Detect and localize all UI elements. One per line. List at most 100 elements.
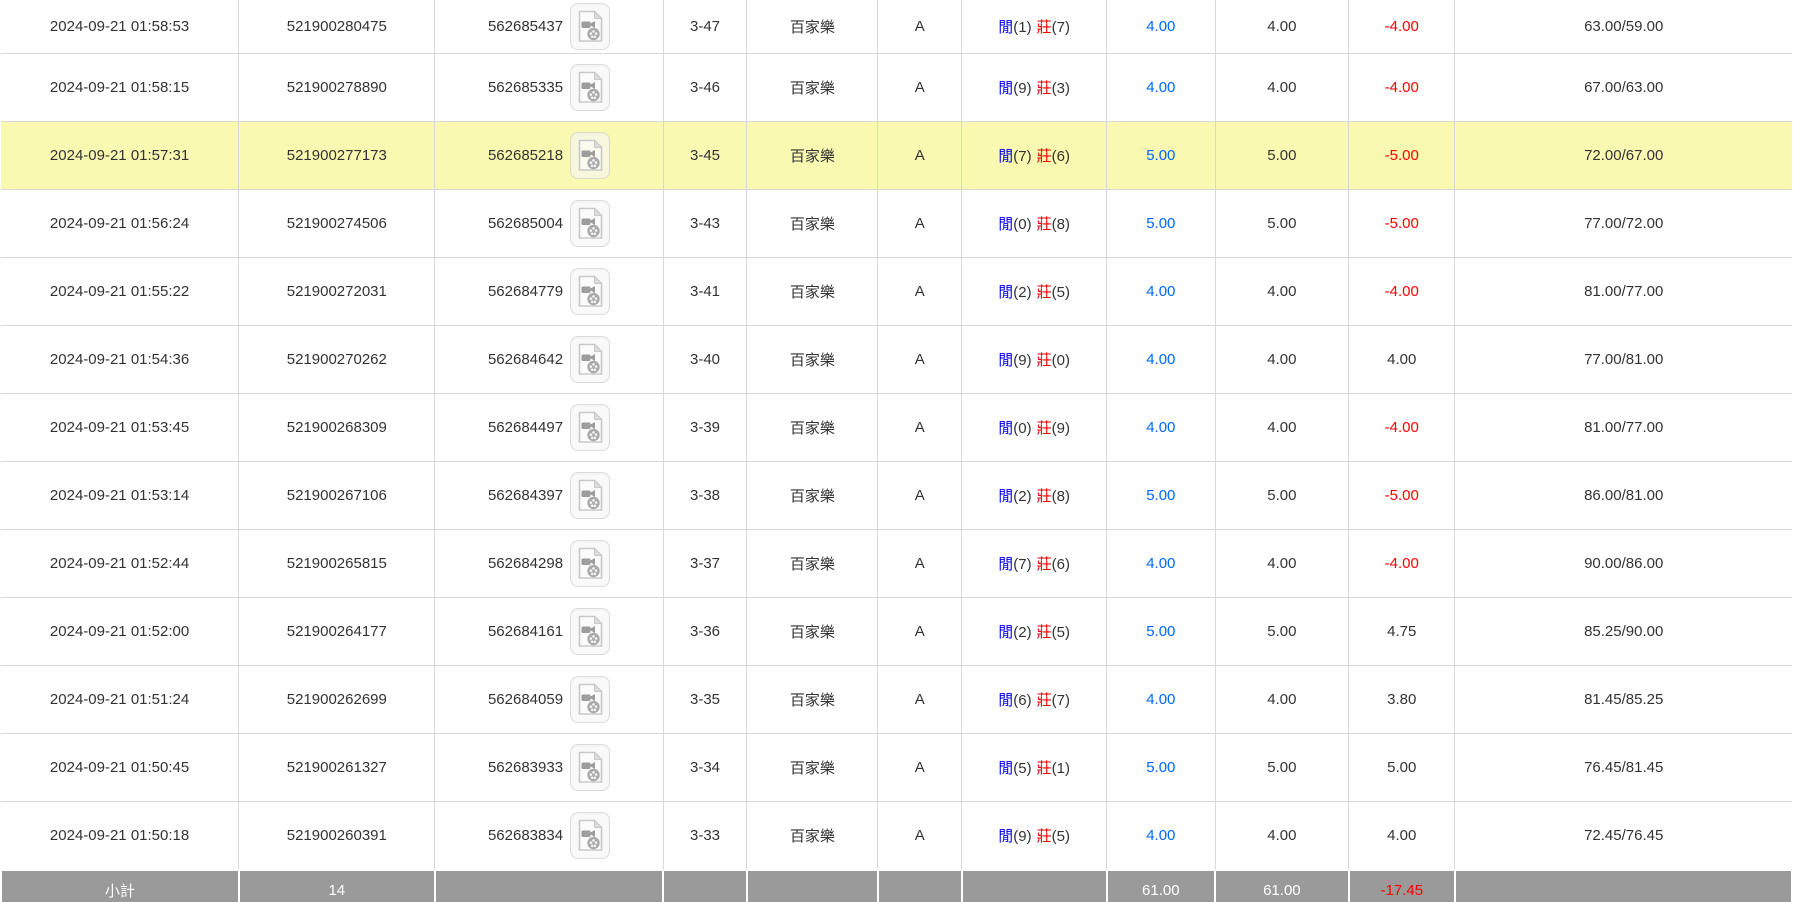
cell-bet-time: 2024-09-21 01:53:14 <box>1 461 240 530</box>
cell-game-result: 閒(0) 莊(9) <box>961 393 1108 462</box>
cell-round-no: 3-34 <box>662 733 748 802</box>
video-replay-button[interactable] <box>570 812 611 859</box>
video-replay-button[interactable] <box>570 200 611 247</box>
video-replay-button[interactable] <box>570 3 611 50</box>
cell-round-no: 3-40 <box>662 325 748 394</box>
video-replay-button[interactable] <box>570 608 611 655</box>
cell-bet-time: 2024-09-21 01:50:45 <box>1 733 240 802</box>
banker-label: 莊 <box>1036 488 1052 505</box>
cell-win-loss: 4.75 <box>1348 597 1456 666</box>
cell-valid-bet: 4.00 <box>1214 665 1350 734</box>
video-file-icon <box>578 819 603 851</box>
cell-order-id: 521900264177 <box>238 597 436 666</box>
cell-round-id: 562685437 <box>434 0 664 54</box>
cell-bet-amount[interactable]: 4.00 <box>1106 801 1216 871</box>
video-replay-button[interactable] <box>570 676 611 723</box>
cell-bet-amount[interactable]: 4.00 <box>1106 529 1216 598</box>
cell-game-result: 閒(7) 莊(6) <box>961 121 1108 190</box>
cell-bet-time: 2024-09-21 01:53:45 <box>1 393 240 462</box>
cell-round-id: 562685335 <box>434 53 664 122</box>
cell-bet-amount[interactable]: 5.00 <box>1106 597 1216 666</box>
player-label: 閒 <box>998 352 1014 369</box>
cell-game-name: 百家樂 <box>746 529 879 598</box>
cell-bet-amount[interactable]: 4.00 <box>1106 665 1216 734</box>
bet-record-row[interactable]: 2024-09-21 01:53:14 521900267106 5626843… <box>1 461 1792 530</box>
cell-bet-amount[interactable]: 4.00 <box>1106 0 1216 54</box>
cell-balance: 81.45/85.25 <box>1454 665 1792 734</box>
video-file-icon <box>578 751 603 783</box>
cell-valid-bet: 5.00 <box>1214 733 1350 802</box>
video-file-icon <box>578 71 603 103</box>
bet-record-row[interactable]: 2024-09-21 01:58:53 521900280475 5626854… <box>1 0 1792 54</box>
bet-record-row[interactable]: 2024-09-21 01:56:24 521900274506 5626850… <box>1 189 1792 258</box>
round-id-text: 562683834 <box>487 827 564 844</box>
bet-record-row[interactable]: 2024-09-21 01:58:15 521900278890 5626853… <box>1 53 1792 122</box>
cell-win-loss: 4.00 <box>1348 325 1456 394</box>
bet-record-row[interactable]: 2024-09-21 01:50:18 521900260391 5626838… <box>1 801 1792 871</box>
cell-valid-bet: 4.00 <box>1214 325 1350 394</box>
bet-record-row[interactable]: 2024-09-21 01:50:45 521900261327 5626839… <box>1 733 1792 802</box>
cell-game-name: 百家樂 <box>746 189 879 258</box>
banker-score: (6) <box>1051 148 1070 165</box>
video-replay-button[interactable] <box>570 268 611 315</box>
cell-game-name: 百家樂 <box>746 121 879 190</box>
player-score: (2) <box>1013 284 1032 301</box>
cell-valid-bet: 5.00 <box>1214 597 1350 666</box>
cell-table-code: A <box>877 121 963 190</box>
subtotal-empty-balance <box>1453 869 1793 902</box>
cell-game-name: 百家樂 <box>746 733 879 802</box>
bet-record-row[interactable]: 2024-09-21 01:53:45 521900268309 5626844… <box>1 393 1792 462</box>
cell-round-id: 562685218 <box>434 121 664 190</box>
banker-score: (6) <box>1051 556 1070 573</box>
cell-bet-time: 2024-09-21 01:50:18 <box>1 801 240 871</box>
cell-bet-amount[interactable]: 5.00 <box>1106 733 1216 802</box>
video-replay-button[interactable] <box>570 744 611 791</box>
round-id-text: 562685218 <box>487 147 564 164</box>
cell-bet-amount[interactable]: 5.00 <box>1106 121 1216 190</box>
cell-round-id: 562684298 <box>434 529 664 598</box>
cell-order-id: 521900272031 <box>238 257 436 326</box>
cell-bet-amount[interactable]: 5.00 <box>1106 189 1216 258</box>
subtotal-empty-game <box>745 869 879 902</box>
bet-record-row[interactable]: 2024-09-21 01:51:24 521900262699 5626840… <box>1 665 1792 734</box>
cell-round-id: 562684059 <box>434 665 664 734</box>
bet-record-row[interactable]: 2024-09-21 01:55:22 521900272031 5626847… <box>1 257 1792 326</box>
cell-game-result: 閒(9) 莊(3) <box>961 53 1108 122</box>
cell-bet-amount[interactable]: 4.00 <box>1106 325 1216 394</box>
video-replay-button[interactable] <box>570 404 611 451</box>
video-replay-button[interactable] <box>570 540 611 587</box>
cell-bet-amount[interactable]: 5.00 <box>1106 461 1216 530</box>
cell-order-id: 521900277173 <box>238 121 436 190</box>
banker-score: (5) <box>1051 624 1070 641</box>
cell-round-id: 562683834 <box>434 801 664 871</box>
cell-win-loss: -5.00 <box>1348 461 1456 530</box>
bet-record-row[interactable]: 2024-09-21 01:52:44 521900265815 5626842… <box>1 529 1792 598</box>
round-id-text: 562685004 <box>487 215 564 232</box>
cell-order-id: 521900278890 <box>238 53 436 122</box>
bet-record-row[interactable]: 2024-09-21 01:57:31 521900277173 5626852… <box>1 121 1792 190</box>
bet-record-row[interactable]: 2024-09-21 01:52:00 521900264177 5626841… <box>1 597 1792 666</box>
video-replay-button[interactable] <box>570 132 611 179</box>
cell-valid-bet: 4.00 <box>1214 53 1350 122</box>
cell-bet-amount[interactable]: 4.00 <box>1106 393 1216 462</box>
video-replay-button[interactable] <box>570 472 611 519</box>
cell-order-id: 521900270262 <box>238 325 436 394</box>
player-label: 閒 <box>998 488 1014 505</box>
subtotal-winloss-total: -17.45 <box>1347 869 1456 902</box>
bet-record-row[interactable]: 2024-09-21 01:54:36 521900270262 5626846… <box>1 325 1792 394</box>
cell-bet-amount[interactable]: 4.00 <box>1106 53 1216 122</box>
cell-balance: 76.45/81.45 <box>1454 733 1792 802</box>
subtotal-empty-table <box>876 869 963 902</box>
cell-bet-amount[interactable]: 4.00 <box>1106 257 1216 326</box>
cell-round-id: 562684161 <box>434 597 664 666</box>
cell-table-code: A <box>877 665 963 734</box>
video-replay-button[interactable] <box>570 336 611 383</box>
cell-game-result: 閒(7) 莊(6) <box>961 529 1108 598</box>
cell-bet-time: 2024-09-21 01:55:22 <box>1 257 240 326</box>
cell-bet-time: 2024-09-21 01:52:44 <box>1 529 240 598</box>
round-id-text: 562684161 <box>487 623 564 640</box>
video-replay-button[interactable] <box>570 64 611 111</box>
player-score: (6) <box>1013 692 1032 709</box>
cell-valid-bet: 4.00 <box>1214 257 1350 326</box>
cell-order-id: 521900274506 <box>238 189 436 258</box>
